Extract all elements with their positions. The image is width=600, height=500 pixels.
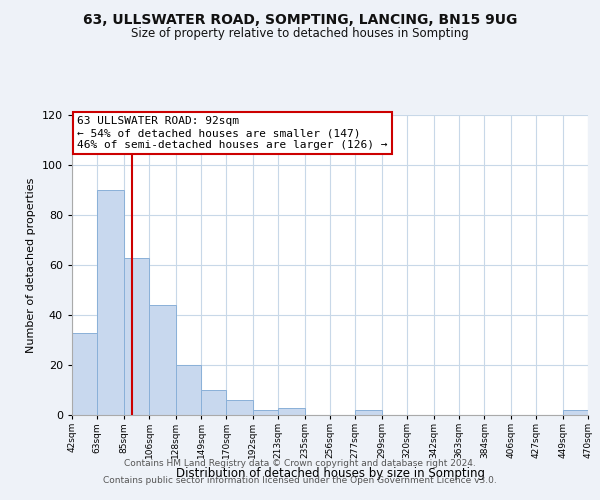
Text: Size of property relative to detached houses in Sompting: Size of property relative to detached ho…: [131, 28, 469, 40]
Text: 63, ULLSWATER ROAD, SOMPTING, LANCING, BN15 9UG: 63, ULLSWATER ROAD, SOMPTING, LANCING, B…: [83, 12, 517, 26]
Bar: [97, 190, 124, 415]
Text: Contains HM Land Registry data © Crown copyright and database right 2024.: Contains HM Land Registry data © Crown c…: [124, 458, 476, 468]
Bar: [201, 390, 226, 415]
X-axis label: Distribution of detached houses by size in Sompting: Distribution of detached houses by size …: [176, 466, 485, 479]
Text: Contains public sector information licensed under the Open Government Licence v3: Contains public sector information licen…: [103, 476, 497, 485]
Bar: [253, 410, 278, 415]
Bar: [176, 365, 201, 415]
Bar: [124, 258, 149, 415]
Bar: [278, 408, 305, 415]
Text: 63 ULLSWATER ROAD: 92sqm
← 54% of detached houses are smaller (147)
46% of semi-: 63 ULLSWATER ROAD: 92sqm ← 54% of detach…: [77, 116, 388, 150]
Bar: [72, 332, 97, 415]
Bar: [226, 400, 253, 415]
Bar: [355, 410, 382, 415]
Y-axis label: Number of detached properties: Number of detached properties: [26, 178, 36, 352]
Bar: [149, 305, 176, 415]
Bar: [563, 410, 588, 415]
